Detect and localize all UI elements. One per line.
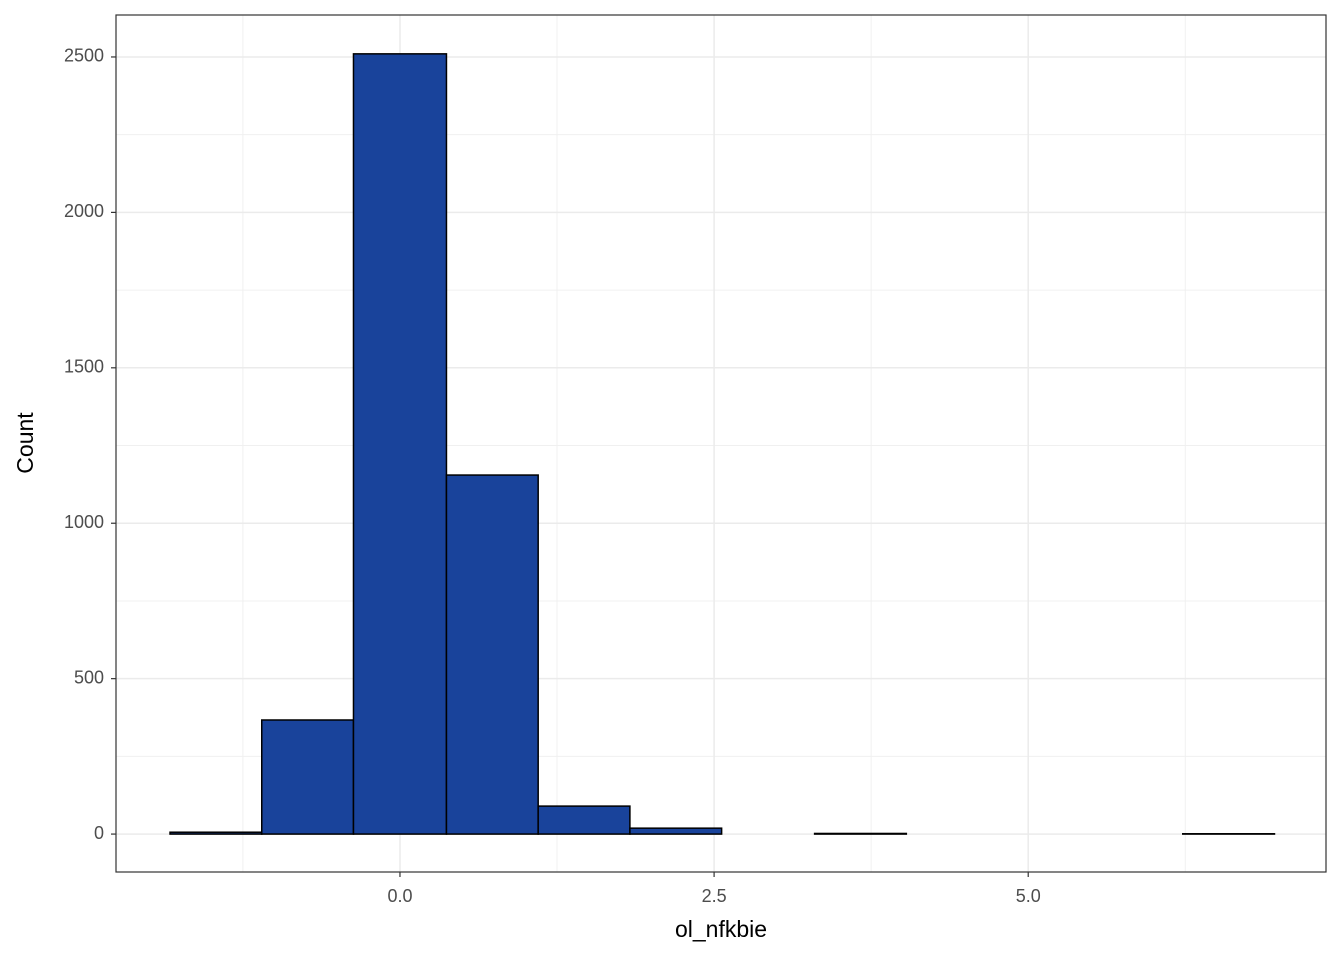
x-tick-label: 0.0 <box>387 886 412 906</box>
y-axis-title: Count <box>12 412 38 474</box>
bar <box>629 827 723 835</box>
bar <box>261 719 355 835</box>
bar <box>169 831 263 835</box>
y-tick-label: 2500 <box>64 46 104 66</box>
bar <box>813 832 908 835</box>
y-tick-label: 1500 <box>64 357 104 377</box>
y-tick-label: 0 <box>94 823 104 843</box>
x-tick-label: 5.0 <box>1016 886 1041 906</box>
y-tick-label: 2000 <box>64 201 104 221</box>
panel-border <box>115 14 1327 873</box>
bar <box>537 805 631 835</box>
x-tick-label: 2.5 <box>702 886 727 906</box>
bar <box>352 53 448 835</box>
y-tick-label: 1000 <box>64 512 104 532</box>
x-axis-title: ol_nfkbie <box>675 916 767 942</box>
y-tick-label: 500 <box>74 667 104 687</box>
bar <box>445 474 539 835</box>
